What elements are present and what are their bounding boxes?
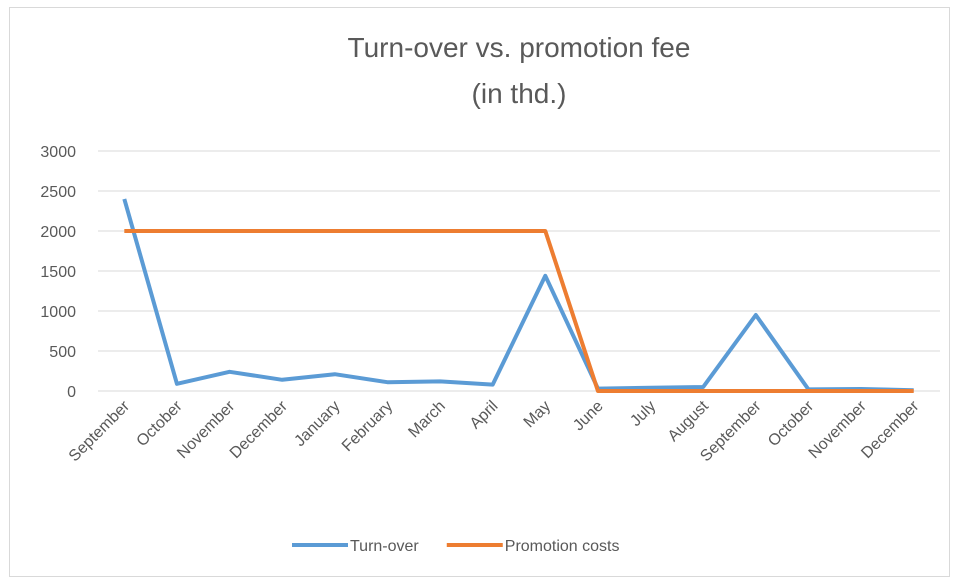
chart-subtitle: (in thd.) xyxy=(472,78,567,109)
y-tick-label: 1000 xyxy=(40,304,76,321)
chart-title: Turn-over vs. promotion fee xyxy=(348,32,691,63)
chart-border xyxy=(9,7,950,577)
y-tick-label: 2500 xyxy=(40,184,76,201)
series-line xyxy=(122,198,914,393)
series-line xyxy=(124,229,914,393)
y-tick-label: 2000 xyxy=(40,224,76,241)
y-tick-label: 1500 xyxy=(40,264,76,281)
y-tick-label: 0 xyxy=(67,384,76,401)
y-tick-label: 3000 xyxy=(40,144,76,161)
legend-label: Promotion costs xyxy=(505,538,620,555)
legend-label: Turn-over xyxy=(350,538,419,555)
y-tick-label: 500 xyxy=(49,344,76,361)
